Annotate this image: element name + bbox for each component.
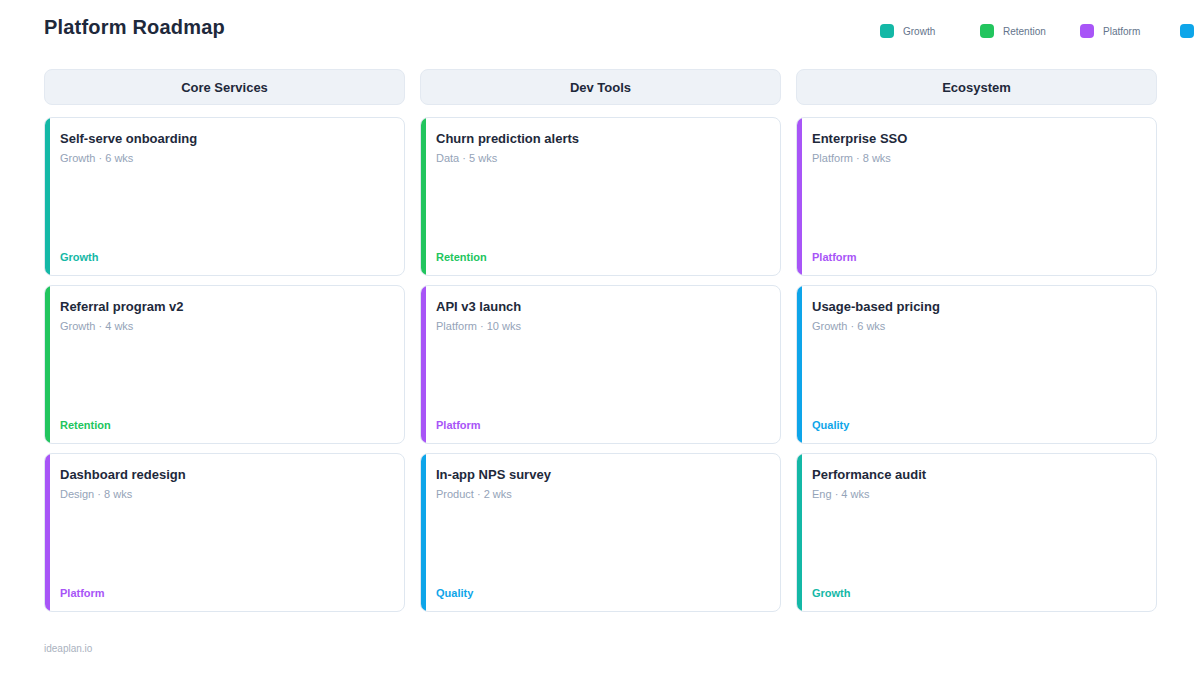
card-meta: Growth · 4 wks (60, 320, 390, 332)
roadmap-card[interactable]: Enterprise SSO Platform · 8 wks Platform (796, 117, 1157, 276)
card-meta: Growth · 6 wks (812, 320, 1142, 332)
card-title: Churn prediction alerts (436, 131, 766, 146)
column-header: Core Services (44, 69, 405, 105)
card-tag: Platform (436, 419, 481, 431)
growth-swatch-icon (880, 24, 894, 38)
card-title: Self-serve onboarding (60, 131, 390, 146)
card-title: Enterprise SSO (812, 131, 1142, 146)
card-title: Performance audit (812, 467, 1142, 482)
retention-swatch-icon (980, 24, 994, 38)
platform-swatch-icon (1080, 24, 1094, 38)
card-meta: Eng · 4 wks (812, 488, 1142, 500)
card-tag: Growth (812, 587, 851, 599)
roadmap-card[interactable]: API v3 launch Platform · 10 wks Platform (420, 285, 781, 444)
card-color-stripe (797, 118, 802, 275)
card-meta: Data · 5 wks (436, 152, 766, 164)
card-color-stripe (797, 454, 802, 611)
card-color-stripe (45, 286, 50, 443)
card-title: Referral program v2 (60, 299, 390, 314)
column-core-services: Core Services Self-serve onboarding Grow… (44, 69, 405, 621)
quality-swatch-icon (1180, 24, 1194, 38)
card-title: Usage-based pricing (812, 299, 1142, 314)
card-title: In-app NPS survey (436, 467, 766, 482)
roadmap-card[interactable]: Referral program v2 Growth · 4 wks Reten… (44, 285, 405, 444)
roadmap-board: Core Services Self-serve onboarding Grow… (44, 69, 1157, 621)
column-header: Dev Tools (420, 69, 781, 105)
legend: Growth Retention Platform Quality (880, 24, 1200, 38)
legend-label: Retention (1003, 26, 1046, 37)
card-color-stripe (45, 118, 50, 275)
legend-label: Growth (903, 26, 935, 37)
card-tag: Retention (436, 251, 487, 263)
card-meta: Platform · 8 wks (812, 152, 1142, 164)
column-ecosystem: Ecosystem Enterprise SSO Platform · 8 wk… (796, 69, 1157, 621)
legend-item-growth: Growth (880, 24, 980, 38)
footer-brand: ideaplan.io (44, 643, 92, 654)
card-title: Dashboard redesign (60, 467, 390, 482)
card-meta: Platform · 10 wks (436, 320, 766, 332)
card-tag: Platform (812, 251, 857, 263)
column-dev-tools: Dev Tools Churn prediction alerts Data ·… (420, 69, 781, 621)
card-color-stripe (421, 118, 426, 275)
card-title: API v3 launch (436, 299, 766, 314)
legend-item-retention: Retention (980, 24, 1080, 38)
card-meta: Design · 8 wks (60, 488, 390, 500)
roadmap-card[interactable]: Dashboard redesign Design · 8 wks Platfo… (44, 453, 405, 612)
roadmap-card[interactable]: Churn prediction alerts Data · 5 wks Ret… (420, 117, 781, 276)
roadmap-card[interactable]: Usage-based pricing Growth · 6 wks Quali… (796, 285, 1157, 444)
card-color-stripe (797, 286, 802, 443)
legend-item-quality: Quality (1180, 24, 1200, 38)
roadmap-card[interactable]: Performance audit Eng · 4 wks Growth (796, 453, 1157, 612)
card-meta: Growth · 6 wks (60, 152, 390, 164)
card-tag: Growth (60, 251, 99, 263)
card-tag: Retention (60, 419, 111, 431)
card-tag: Quality (436, 587, 473, 599)
card-meta: Product · 2 wks (436, 488, 766, 500)
roadmap-card[interactable]: In-app NPS survey Product · 2 wks Qualit… (420, 453, 781, 612)
card-color-stripe (45, 454, 50, 611)
page-title: Platform Roadmap (44, 16, 225, 39)
legend-label: Platform (1103, 26, 1140, 37)
roadmap-card[interactable]: Self-serve onboarding Growth · 6 wks Gro… (44, 117, 405, 276)
column-header: Ecosystem (796, 69, 1157, 105)
card-tag: Platform (60, 587, 105, 599)
card-tag: Quality (812, 419, 849, 431)
legend-item-platform: Platform (1080, 24, 1180, 38)
card-color-stripe (421, 286, 426, 443)
card-color-stripe (421, 454, 426, 611)
